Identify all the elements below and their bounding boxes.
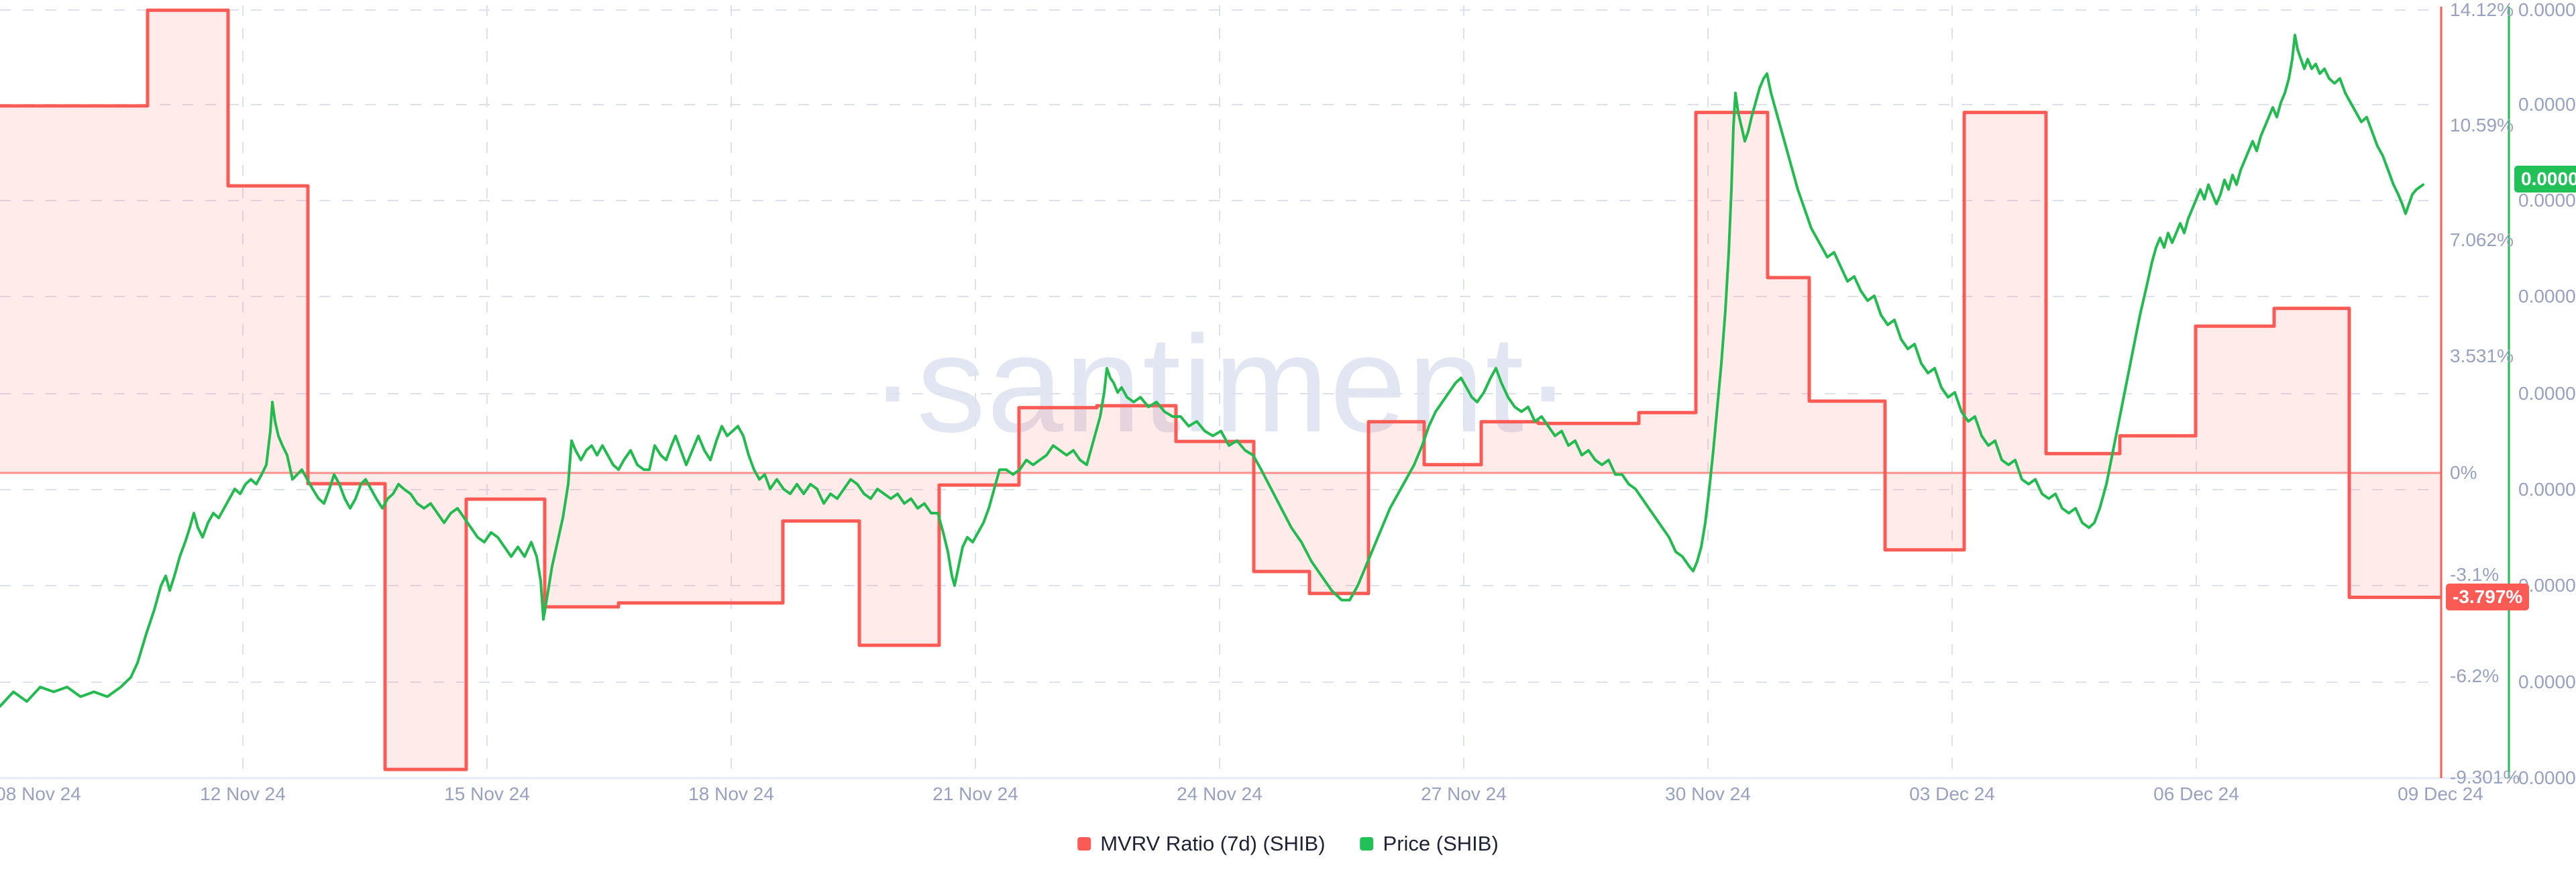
mvrv-area-fill [0, 10, 2441, 770]
pct-axis-label: 3.531% [2450, 345, 2514, 366]
pct-axis-label: 10.59% [2450, 115, 2514, 135]
price-legend-swatch-icon [1360, 837, 1374, 851]
date-axis-label: 27 Nov 24 [1421, 783, 1507, 804]
price-axis-label: 0.00002 [2518, 671, 2576, 692]
mvrv-current-value-badge: -3.797% [2446, 584, 2530, 611]
price-axis-label: 0.000032 [2518, 94, 2576, 115]
date-axis-label: 24 Nov 24 [1177, 783, 1263, 804]
date-axis-label: 21 Nov 24 [932, 783, 1018, 804]
date-axis-label: 12 Nov 24 [200, 783, 286, 804]
pct-axis-label: 14.12% [2450, 0, 2514, 20]
price-legend-label: Price (SHIB) [1383, 832, 1499, 855]
price-line [0, 34, 2424, 708]
legend-item-price[interactable]: Price (SHIB) [1360, 832, 1499, 856]
mvrv-step-line [0, 8, 2441, 771]
date-axis-label: 15 Nov 24 [444, 783, 530, 804]
date-axis-label: 06 Dec 24 [2153, 783, 2239, 804]
price-axis-label: 0.000024 [2518, 479, 2576, 500]
date-axis-label: 08 Nov 24 [0, 783, 81, 804]
pct-axis-label: 0% [2450, 462, 2477, 483]
date-axis-label: 18 Nov 24 [688, 783, 774, 804]
price-axis-label: 0.000033 [2518, 0, 2576, 20]
date-axis-label: 03 Dec 24 [1909, 783, 1995, 804]
price-axis-label: 0.00003 [2518, 190, 2576, 211]
mvrv-legend-label: MVRV Ratio (7d) (SHIB) [1100, 832, 1326, 855]
price-axis-label: 0.000026 [2518, 383, 2576, 404]
chart-legend: MVRV Ratio (7d) (SHIB) Price (SHIB) [1077, 832, 1499, 856]
date-axis-label: 09 Dec 24 [2398, 783, 2483, 804]
pct-axis-label: -6.2% [2450, 665, 2500, 686]
date-axis-label: 30 Nov 24 [1665, 783, 1751, 804]
pct-axis-label: 7.062% [2450, 229, 2514, 250]
pct-axis-label: -3.1% [2450, 564, 2500, 585]
legend-item-mvrv[interactable]: MVRV Ratio (7d) (SHIB) [1077, 832, 1326, 856]
price-current-value-badge: 0.00003 [2514, 165, 2576, 193]
price-axis-label: 0.000018 [2518, 767, 2576, 788]
pct-axis-label: -9.301% [2450, 767, 2520, 787]
price-axis-label: 0.000028 [2518, 286, 2576, 307]
mvrv-legend-swatch-icon [1077, 837, 1091, 851]
